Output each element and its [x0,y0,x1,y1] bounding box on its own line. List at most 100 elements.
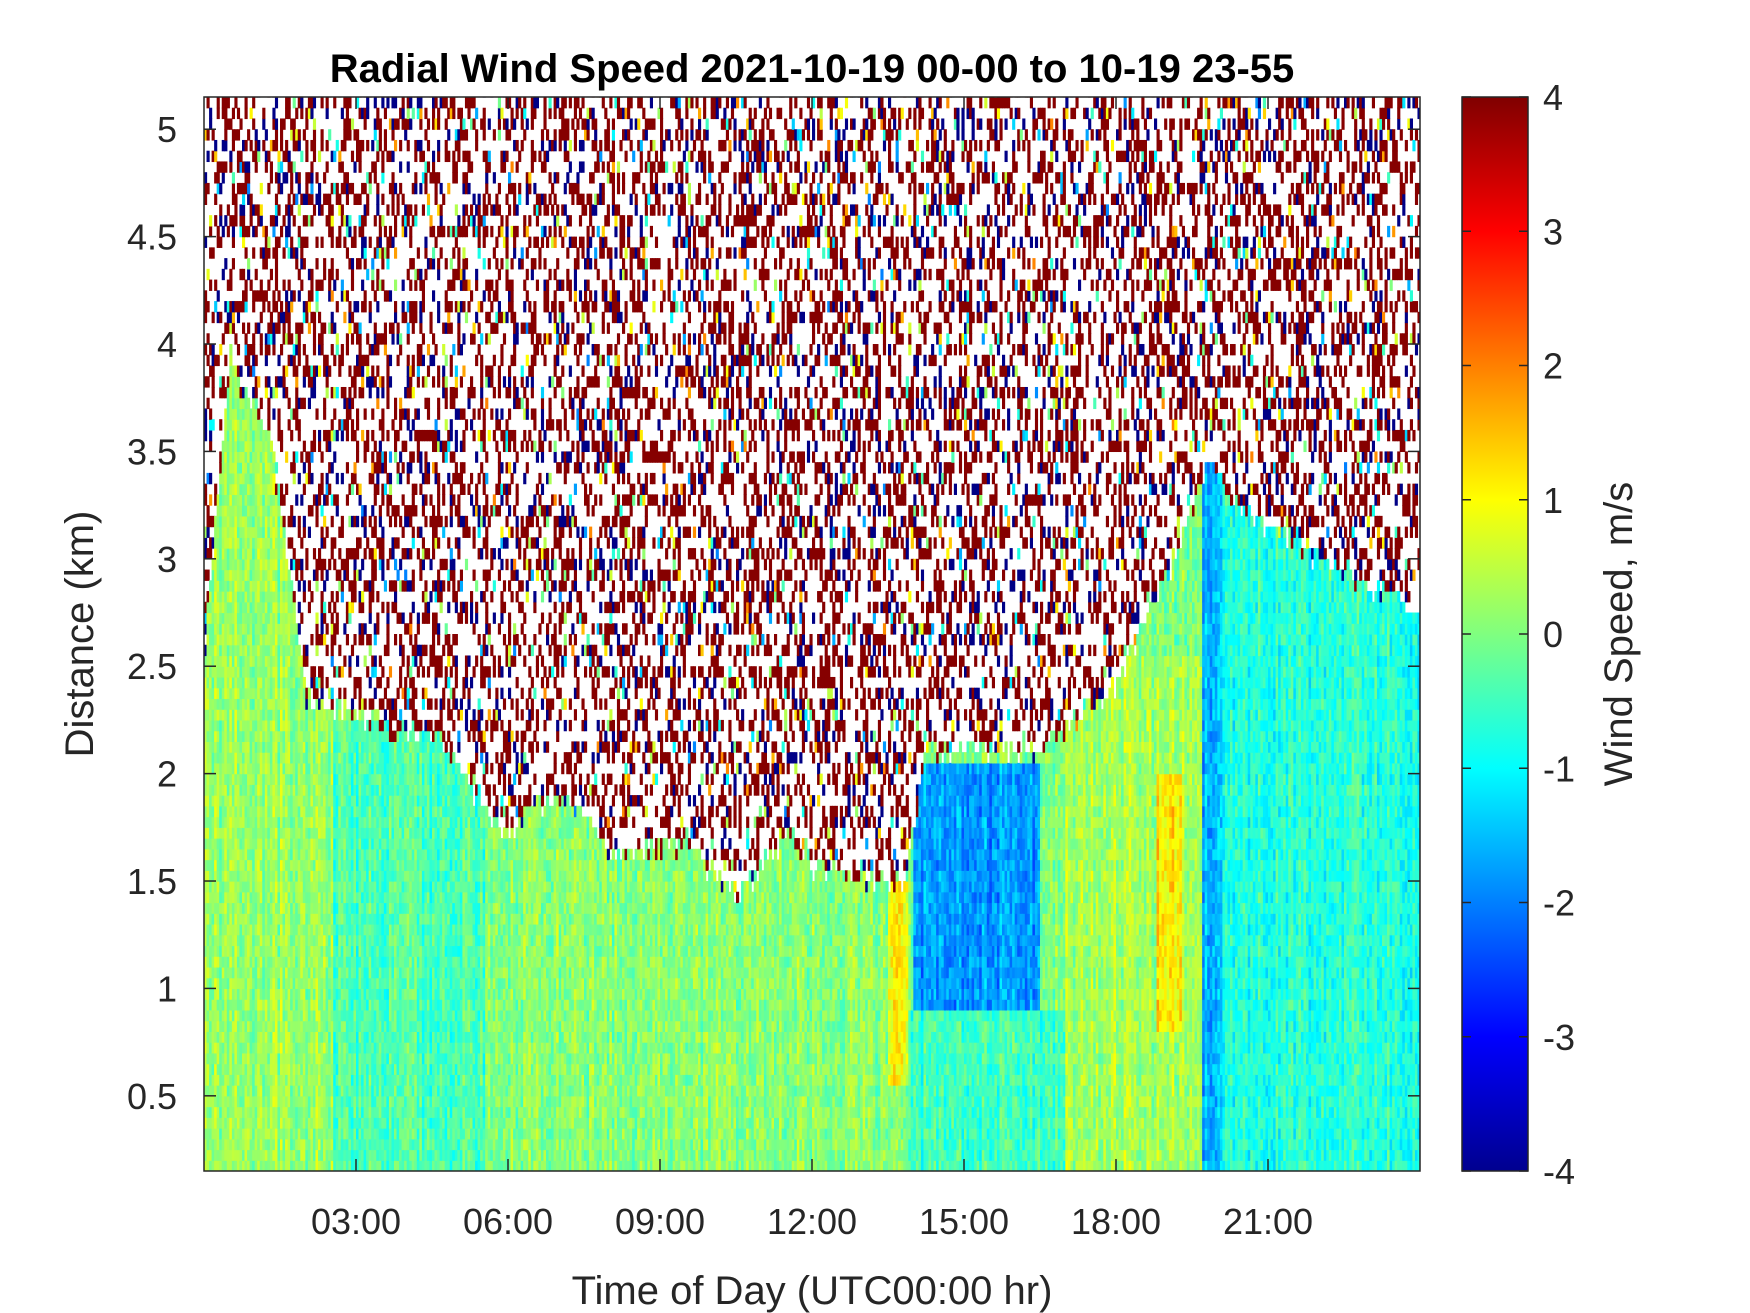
heatmap-cell [239,623,243,635]
heatmap-cell [274,795,279,807]
heatmap-cell [239,1042,243,1054]
heatmap-cell [236,1160,241,1171]
heatmap-cell [249,601,253,614]
heatmap-cell [244,956,248,968]
heatmap-cell [216,741,220,753]
heatmap-cell [348,386,352,399]
heatmap-cell [310,172,314,184]
heatmap-cell [239,601,243,614]
heatmap-cell [297,172,301,184]
heatmap-cell [290,161,294,173]
heatmap-cell [277,827,281,839]
heatmap-cell [219,1095,223,1108]
heatmap-cell [373,376,377,388]
heatmap-cell [259,515,263,528]
heatmap-cell [269,934,273,947]
heatmap-cell [234,1117,238,1129]
heatmap-cell [320,709,324,721]
heatmap-cell [338,225,342,238]
heatmap-cell [338,150,342,163]
heatmap-cell [206,827,210,839]
heatmap-cell [209,676,213,689]
heatmap-cell [209,988,213,1000]
heatmap-cell [209,472,213,485]
heatmap-cell [254,526,258,538]
heatmap-cell [320,1042,324,1054]
heatmap-cell [361,279,365,291]
heatmap-cell [206,881,210,893]
heatmap-cell [226,719,230,732]
heatmap-cell [300,784,304,796]
heatmap-cell [292,129,296,141]
heatmap-cell [277,548,281,560]
heatmap-cell [282,601,286,614]
heatmap-cell [211,1063,215,1075]
heatmap-cell [267,440,271,453]
heatmap-cell [315,784,319,796]
heatmap-cell [272,838,276,850]
heatmap-cell [305,956,309,968]
heatmap-cell [224,494,228,506]
heatmap-cell [226,934,230,947]
heatmap-cell [267,1138,271,1151]
heatmap-cell [254,752,258,764]
heatmap-cell [249,870,253,882]
heatmap-cell [247,838,251,850]
heatmap-cell [287,966,291,979]
heatmap-cell [209,215,213,227]
heatmap-cell [318,666,322,678]
heatmap-cell [287,762,291,775]
heatmap-cell [277,698,281,710]
heatmap-cell [264,236,268,248]
heatmap-cell [236,429,241,442]
heatmap-cell [272,247,276,259]
heatmap-cell [236,945,241,957]
heatmap-cell [257,913,261,925]
heatmap-cell [292,988,296,1000]
heatmap-cell [214,881,218,893]
heatmap-cell [272,601,276,614]
heatmap-cell [300,397,304,410]
heatmap-cell [242,182,246,195]
heatmap-cell [231,494,235,506]
heatmap-cell [285,719,289,732]
heatmap-cell [206,1009,210,1022]
heatmap-cell [328,279,332,291]
heatmap-cell [297,1117,301,1129]
heatmap-cell [252,591,256,603]
heatmap-cell [236,612,241,624]
heatmap-cell [224,1128,228,1140]
heatmap-cell [216,1117,220,1129]
heatmap-cell [247,655,251,667]
heatmap-cell [259,397,263,410]
heatmap-cell [254,1106,258,1118]
heatmap-cell [269,1009,273,1022]
heatmap-cell [318,1117,322,1129]
heatmap-cell [234,1042,238,1054]
heatmap-cell [274,301,279,313]
heatmap-cell [277,891,281,904]
heatmap-cell [254,1052,258,1065]
heatmap-cell [236,408,241,420]
heatmap-cell [259,1042,263,1054]
heatmap-cell [290,784,294,796]
heatmap-cell [264,1052,268,1065]
heatmap-cell [209,827,213,839]
heatmap-cell [280,311,284,324]
heatmap-cell [269,966,273,979]
heatmap-cell [274,719,279,732]
heatmap-cell [277,956,281,968]
heatmap-cell [231,1020,235,1032]
heatmap-cell [249,977,253,990]
heatmap-cell [247,322,251,334]
heatmap-cell [340,472,344,485]
heatmap-cell [312,902,317,914]
heatmap-cell [295,805,299,818]
heatmap-cell [295,139,299,152]
heatmap-cell [226,913,230,925]
heatmap-cell [234,676,238,689]
heatmap-cell [297,891,301,904]
heatmap-cell [224,1095,228,1108]
heatmap-cell [254,354,258,367]
heatmap-cell [219,215,223,227]
